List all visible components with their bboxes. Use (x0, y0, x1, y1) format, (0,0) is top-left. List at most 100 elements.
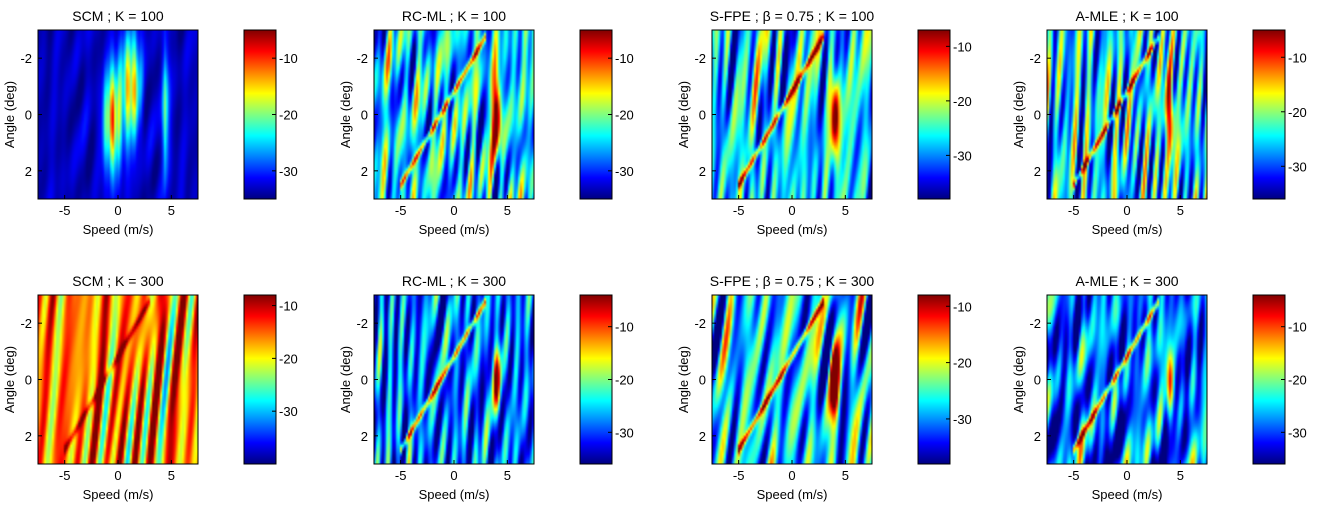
x-axis-label: Speed (m/s) (83, 222, 154, 237)
colorbar (917, 29, 951, 200)
x-tick-label: -5 (59, 468, 71, 483)
heatmap-image (712, 295, 872, 464)
colorbar-tick-label: -30 (953, 412, 972, 427)
x-tick-label: -5 (59, 203, 71, 218)
colorbar-tick-label: -10 (279, 51, 298, 66)
colorbar (1252, 29, 1286, 200)
x-tick-label: 0 (788, 468, 795, 483)
y-axis-label: Angle (deg) (1011, 346, 1026, 413)
colorbar-tick-label: -30 (615, 425, 634, 440)
subplot-title: S-FPE ; β = 0.75 ; K = 100 (710, 8, 875, 24)
colorbar-tick-label: -20 (1288, 373, 1307, 388)
subplot: S-FPE ; β = 0.75 ; K = 300-5 0 5-202Speed … (676, 273, 972, 502)
x-tick-label: 0 (788, 203, 795, 218)
y-axis-label: Angle (deg) (1011, 81, 1026, 148)
y-tick-label: 0 (699, 108, 706, 123)
y-tick-label: -2 (20, 51, 32, 66)
y-tick-label: -2 (1029, 316, 1041, 331)
subplot-title: A-MLE ; K = 300 (1075, 273, 1178, 289)
colorbar-tick-label: -10 (1288, 320, 1307, 335)
x-tick-label: -5 (395, 468, 407, 483)
y-tick-label: 0 (361, 108, 368, 123)
y-tick-label: -2 (356, 316, 368, 331)
x-tick-label: 5 (1177, 468, 1184, 483)
colorbar-tick-label: -10 (615, 320, 634, 335)
y-tick-label: 0 (1034, 108, 1041, 123)
colorbar (917, 294, 951, 465)
x-tick-label: 5 (1177, 203, 1184, 218)
y-axis-label: Angle (deg) (676, 81, 691, 148)
colorbar-tick-label: -20 (1288, 105, 1307, 120)
y-tick-label: -2 (694, 51, 706, 66)
colorbar-tick-label: -30 (953, 148, 972, 163)
x-tick-label: 5 (504, 468, 511, 483)
y-axis-label: Angle (deg) (338, 346, 353, 413)
y-tick-label: 2 (25, 164, 32, 179)
colorbar-tick-label: -10 (953, 299, 972, 314)
colorbar-tick-label: -30 (615, 164, 634, 179)
heatmap-image (38, 30, 198, 199)
x-axis-label: Speed (m/s) (757, 222, 828, 237)
heatmap-image (712, 30, 872, 199)
x-tick-label: 0 (114, 468, 121, 483)
y-tick-label: 0 (1034, 373, 1041, 388)
heatmap-image (374, 30, 534, 199)
y-tick-label: -2 (1029, 51, 1041, 66)
colorbar-tick-label: -10 (279, 299, 298, 314)
x-axis-label: Speed (m/s) (419, 222, 490, 237)
colorbar (243, 294, 277, 465)
subplot-title: SCM ; K = 300 (72, 273, 164, 289)
x-axis-label: Speed (m/s) (1092, 487, 1163, 502)
subplot-title: SCM ; K = 100 (72, 8, 164, 24)
colorbar-tick-label: -20 (279, 351, 298, 366)
y-tick-label: -2 (356, 51, 368, 66)
subplot: RC-ML ; K = 300 -5 0 5 -20 2 Speed (m/s) Angle … (338, 273, 634, 502)
colorbar-tick-label: -30 (1288, 159, 1307, 174)
x-tick-label: 0 (1123, 203, 1130, 218)
y-tick-label: 0 (25, 108, 32, 123)
x-tick-label: 5 (168, 468, 175, 483)
y-tick-label: 0 (699, 373, 706, 388)
colorbar-tick-label: -30 (279, 404, 298, 419)
subplot-title: A-MLE ; K = 100 (1075, 8, 1178, 24)
subplot-title: RC-ML ; K = 300 (402, 273, 506, 289)
heatmap-image (1047, 30, 1207, 199)
y-tick-label: 2 (25, 429, 32, 444)
colorbar-tick-label: -30 (1288, 425, 1307, 440)
x-axis-label: Speed (m/s) (419, 487, 490, 502)
x-axis-label: Speed (m/s) (757, 487, 828, 502)
x-tick-label: 0 (114, 203, 121, 218)
colorbar (579, 294, 613, 465)
colorbar (243, 29, 277, 200)
y-tick-label: 2 (699, 429, 706, 444)
colorbar-tick-label: -10 (953, 39, 972, 54)
y-tick-label: 2 (361, 429, 368, 444)
subplot: S-FPE ; β = 0.75 ; K = 100-5 0 5-202Speed … (676, 8, 972, 237)
y-tick-label: 2 (361, 164, 368, 179)
x-axis-label: Speed (m/s) (1092, 222, 1163, 237)
y-tick-label: 2 (1034, 164, 1041, 179)
colorbar-tick-label: -20 (279, 108, 298, 123)
colorbar-tick-label: -10 (615, 51, 634, 66)
colorbar-tick-label: -30 (279, 164, 298, 179)
y-tick-label: 0 (361, 373, 368, 388)
y-axis-label: Angle (deg) (676, 346, 691, 413)
colorbar-tick-label: -20 (615, 108, 634, 123)
colorbar-tick-label: -20 (953, 94, 972, 109)
x-tick-label: -5 (733, 203, 745, 218)
heatmap-image (38, 295, 198, 464)
y-tick-label: 0 (25, 373, 32, 388)
colorbar-tick-label: -10 (1288, 50, 1307, 65)
x-tick-label: 5 (168, 203, 175, 218)
colorbar (1252, 294, 1286, 465)
y-axis-label: Angle (deg) (2, 346, 17, 413)
y-tick-label: -2 (20, 316, 32, 331)
colorbar-tick-label: -20 (615, 373, 634, 388)
x-tick-label: 5 (504, 203, 511, 218)
